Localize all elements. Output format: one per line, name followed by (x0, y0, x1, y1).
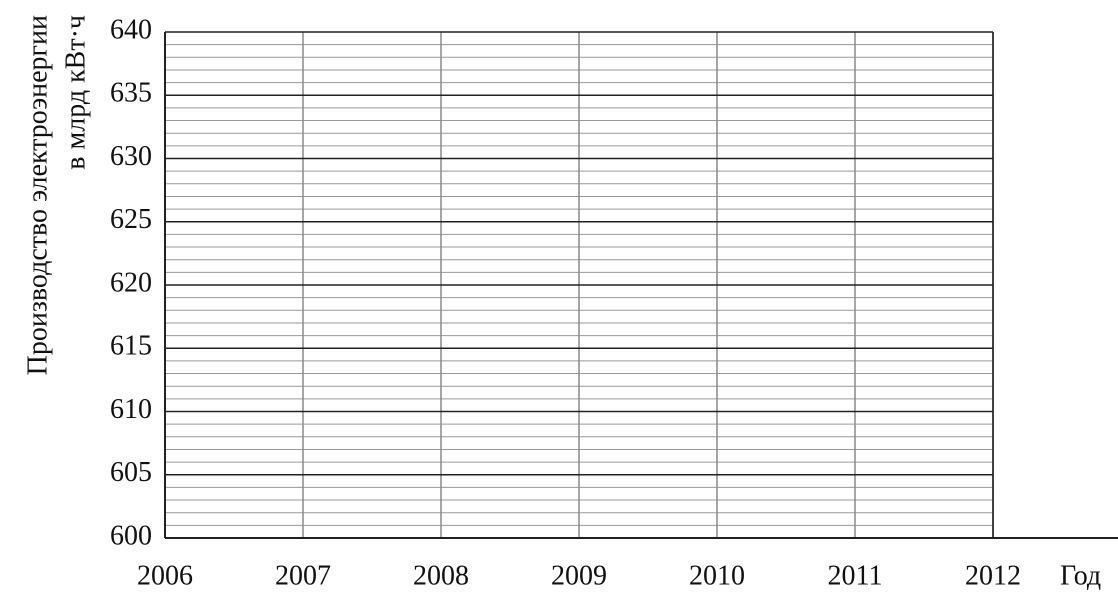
y-tick-label: 610 (110, 394, 152, 425)
y-tick-label: 625 (110, 204, 152, 235)
y-tick-label: 600 (110, 520, 152, 551)
x-tick-label: 2007 (275, 560, 331, 591)
x-tick-label: 2006 (137, 560, 193, 591)
y-axis-label: в млрд кВт·ч (60, 15, 91, 170)
y-tick-label: 605 (110, 457, 152, 488)
y-tick-label: 630 (110, 141, 152, 172)
x-tick-label: 2009 (551, 560, 607, 591)
y-tick-label: 635 (110, 78, 152, 109)
y-tick-label: 620 (110, 267, 152, 298)
x-tick-label: 2008 (413, 560, 469, 591)
x-tick-label: 2011 (828, 560, 883, 591)
y-tick-label: 615 (110, 331, 152, 362)
y-tick-label: 640 (110, 14, 152, 45)
x-tick-label: 2010 (689, 560, 745, 591)
x-axis-label: Год (1060, 560, 1101, 591)
y-axis-label: Производство электроэнергии (22, 15, 53, 375)
x-tick-label: 2012 (965, 560, 1021, 591)
